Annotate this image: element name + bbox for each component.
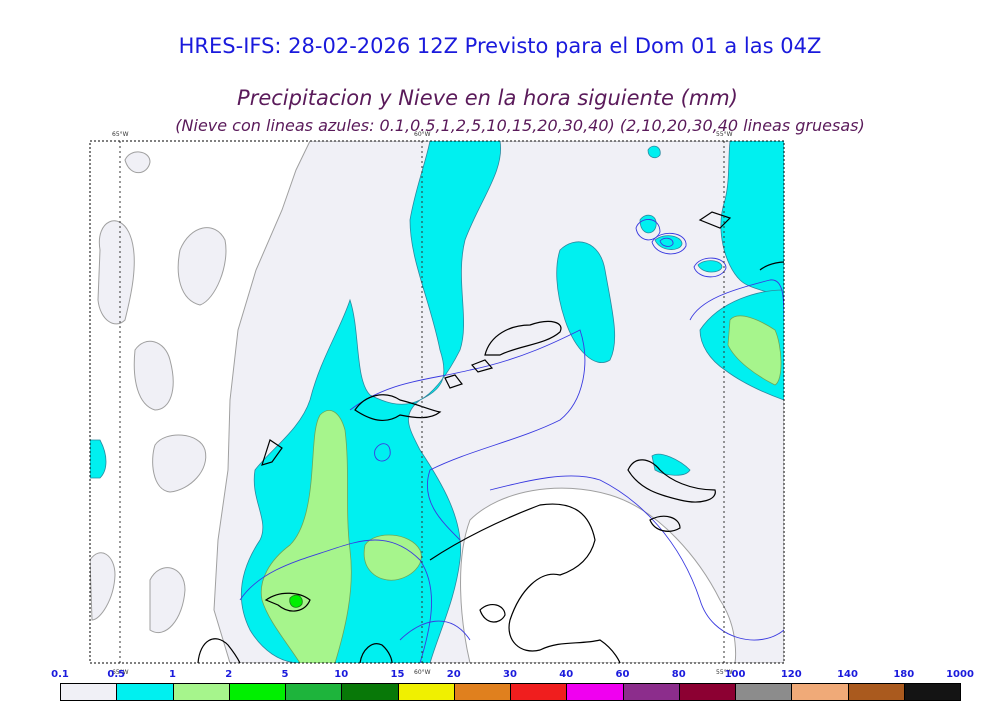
longitude-labels: 65°W 60°W 55°W 65°W 60°W 55°W [112,131,733,676]
colorbar-label: 5 [281,669,289,680]
colorbar-swatch [397,683,455,701]
colorbar-label: 100 [724,669,746,680]
colorbar-swatch [510,683,568,701]
moderate-precip-area [647,145,661,159]
heavy-precip-area [727,315,782,386]
colorbar-swatch [735,683,793,701]
moderate-precip-area [90,439,107,479]
intense-precip-spot [289,594,303,608]
light-precip-blob [177,227,227,306]
lon-label-60w-bottom: 60°W [414,669,431,676]
colorbar-swatch [172,683,230,701]
light-precip-blob [152,434,207,493]
lon-label-55w: 55°W [716,131,733,138]
colorbar-swatch [285,683,343,701]
colorbar-label: 0.5 [107,669,126,680]
colorbar-label: 80 [671,669,686,680]
lon-label-65w-bottom: 65°W [112,669,129,676]
colorbar-swatch [791,683,849,701]
colorbar-swatch [678,683,736,701]
light-precip-blob [133,340,174,411]
colorbar-label: 1000 [946,669,974,680]
colorbar-swatch [847,683,905,701]
longitude-gridlines [119,141,725,663]
moderate-precip-area [556,241,616,363]
moderate-precip-area [651,453,691,476]
light-precip-blob [149,567,186,633]
moderate-precip-area [639,214,657,234]
colorbar-label: 1 [169,669,176,680]
chart-title: HRES-IFS: 28-02-2026 12Z Previsto para e… [178,34,822,58]
colorbar-label: 15 [390,669,405,680]
colorbar-label: 60 [615,669,630,680]
lon-label-55w-bottom: 55°W [716,669,733,676]
colorbar-label: 0.1 [51,669,69,680]
light-precip-blob [90,552,116,621]
colorbar-label: 30 [503,669,517,680]
heavy-precip-area [260,410,352,663]
colorbar-swatch [453,683,511,701]
colorbar-swatch [903,683,961,701]
colorbar-swatch [341,683,399,701]
coastlines [197,211,784,663]
colorbar-label: 10 [334,669,349,680]
colorbar-label: 180 [893,669,915,680]
colorbar-swatch [622,683,680,701]
lon-label-60w: 60°W [414,131,431,138]
lon-label-65w: 65°W [112,131,129,138]
colorbar-label: 140 [837,669,858,680]
light-precip-blob [97,220,135,325]
colorbar-swatch [60,683,118,701]
chart-legend-note: (Nieve con lineas azules: 0.1,0.5,1,2,5,… [175,116,865,135]
light-precip-blob [124,151,151,174]
colorbar-swatch [566,683,624,701]
colorbar-label: 2 [225,669,233,680]
chart-subtitle: Precipitacion y Nieve en la hora siguien… [237,86,738,110]
colorbar-label: 120 [780,669,802,680]
colorbar-swatch [228,683,286,701]
colorbar-label: 40 [559,669,574,680]
moderate-precip-area [697,260,723,273]
map-area [90,141,784,663]
heavy-precip-area [363,534,422,581]
colorbar-label: 20 [446,669,461,680]
colorbar-swatch [116,683,174,701]
